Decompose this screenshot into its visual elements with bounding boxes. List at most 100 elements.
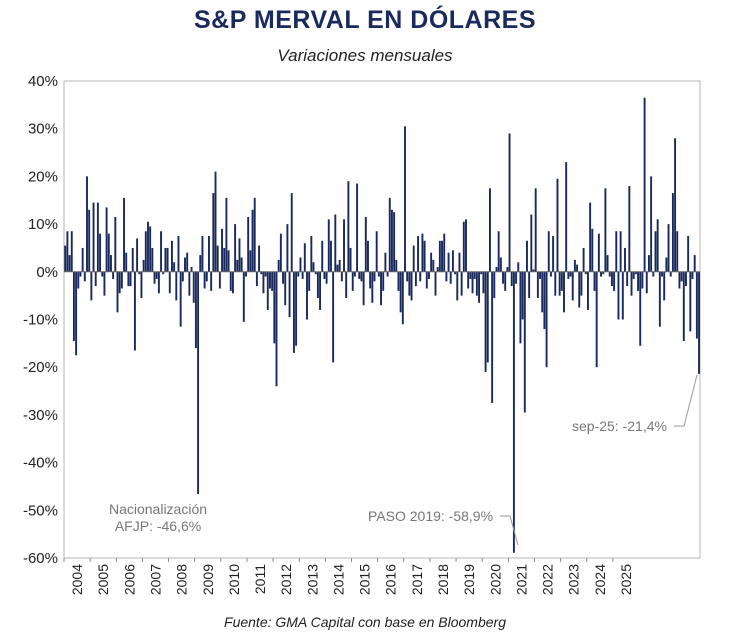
bar	[512, 271, 515, 553]
bar	[488, 188, 491, 272]
x-tick-label: 2014	[330, 564, 346, 595]
bar	[506, 267, 509, 272]
annotation-afjp-line2: AFJP: -46,6%	[115, 518, 201, 534]
bar	[312, 262, 315, 272]
bar	[384, 252, 387, 272]
bar	[410, 271, 413, 301]
bar	[556, 178, 559, 272]
bar	[576, 264, 579, 272]
bar	[216, 245, 219, 272]
bar	[81, 247, 84, 272]
bar	[201, 236, 204, 272]
bar	[151, 247, 154, 272]
bar	[116, 271, 119, 313]
bar	[238, 238, 241, 272]
bar	[517, 262, 520, 272]
bar	[340, 271, 343, 282]
x-tick-label: 2024	[592, 564, 608, 595]
bar	[558, 271, 561, 296]
bar	[441, 240, 443, 272]
bar	[123, 197, 125, 272]
bar	[142, 259, 145, 272]
bar	[364, 216, 367, 272]
bar	[218, 271, 221, 289]
bar	[587, 271, 589, 310]
bar	[685, 271, 687, 287]
x-tick-label: 2010	[226, 564, 242, 595]
bar	[589, 202, 592, 272]
bar	[693, 255, 696, 272]
bar	[323, 271, 326, 279]
bar	[414, 271, 417, 287]
bar	[482, 271, 485, 294]
bar	[534, 188, 537, 272]
bar	[186, 252, 189, 272]
x-tick-label: 2008	[174, 564, 190, 595]
bar	[508, 133, 511, 272]
bar	[297, 271, 300, 277]
bar	[210, 271, 213, 291]
bar	[155, 271, 158, 279]
bar	[438, 240, 441, 272]
x-tick-label: 2015	[357, 564, 373, 595]
bar	[515, 271, 518, 284]
bar	[510, 271, 513, 287]
x-tick-label: 2018	[435, 564, 451, 595]
bar	[610, 271, 613, 287]
bar	[343, 219, 345, 272]
bar	[560, 271, 563, 291]
source-note: Fuente: GMA Capital con base en Bloomber…	[224, 614, 506, 630]
bar	[634, 271, 637, 275]
bar	[401, 271, 404, 325]
annotation-afjp-line1: Nacionalización	[109, 501, 207, 517]
bar	[554, 271, 557, 296]
bar	[469, 271, 472, 279]
bar	[428, 271, 430, 279]
bar	[75, 271, 78, 356]
x-tick-label: 2025	[618, 564, 634, 595]
bar	[94, 271, 97, 287]
x-tick-label: 2019	[461, 564, 477, 595]
bar	[504, 271, 507, 291]
bar	[286, 224, 289, 272]
bar	[656, 219, 659, 272]
bar	[203, 271, 206, 289]
bar	[247, 216, 250, 272]
bar	[419, 271, 422, 282]
bar	[251, 209, 254, 272]
bar	[279, 233, 282, 272]
x-tick-label: 2011	[252, 564, 268, 594]
bar	[608, 271, 611, 277]
bar	[221, 228, 223, 272]
bar	[545, 271, 548, 368]
bar	[595, 271, 598, 368]
x-tick-label: 2020	[487, 564, 503, 595]
bar	[615, 231, 618, 272]
bar	[432, 259, 435, 272]
y-tick-label: -50%	[23, 502, 58, 519]
bar	[120, 271, 123, 289]
bar	[434, 271, 437, 296]
bar	[645, 271, 648, 294]
x-axis: 2004 2005 2006 2007 2008 2009 2010 2011 2012 2013…	[63, 558, 634, 595]
bar	[336, 264, 339, 272]
bar	[643, 97, 646, 272]
bar	[88, 209, 91, 272]
bar	[458, 252, 461, 272]
x-tick-label: 2022	[540, 564, 556, 595]
bar	[262, 271, 265, 294]
bar	[462, 221, 465, 272]
bar	[273, 271, 276, 344]
bar	[404, 126, 406, 272]
bar	[495, 267, 498, 272]
bar	[103, 271, 106, 296]
bar	[157, 271, 160, 294]
bar	[184, 257, 186, 272]
bar	[377, 271, 380, 277]
y-tick-label: -20%	[23, 359, 58, 376]
bar	[367, 240, 369, 272]
bar	[443, 233, 446, 272]
y-tick-label: 10%	[28, 216, 58, 233]
bar	[133, 271, 136, 351]
bar	[127, 271, 130, 287]
